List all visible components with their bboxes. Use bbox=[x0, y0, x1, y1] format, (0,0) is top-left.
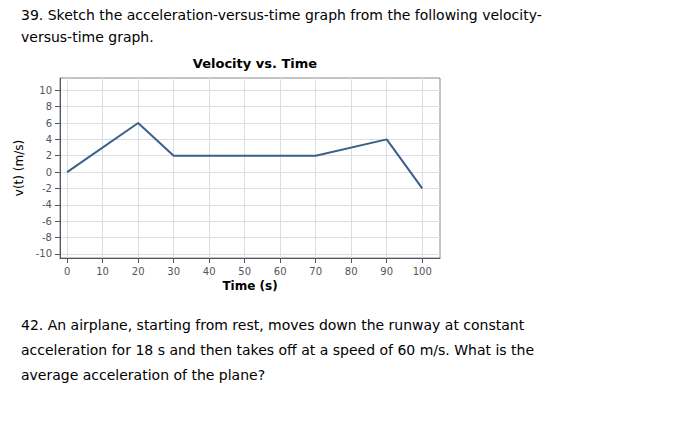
svg-text:100: 100 bbox=[413, 266, 432, 277]
svg-text:-6: -6 bbox=[42, 216, 52, 227]
svg-text:average acceleration of the pl: average acceleration of the plane? bbox=[21, 367, 265, 383]
svg-text:6: 6 bbox=[46, 118, 52, 129]
svg-text:80: 80 bbox=[345, 266, 358, 277]
svg-text:0: 0 bbox=[64, 266, 70, 277]
svg-text:4: 4 bbox=[46, 134, 52, 145]
svg-text:versus-time graph.: versus-time graph. bbox=[21, 29, 154, 45]
svg-text:40: 40 bbox=[203, 266, 216, 277]
svg-text:39. Sketch the acceleration-ve: 39. Sketch the acceleration-versus-time … bbox=[21, 7, 542, 23]
svg-text:50: 50 bbox=[238, 266, 251, 277]
svg-text:10: 10 bbox=[96, 266, 109, 277]
svg-text:-8: -8 bbox=[42, 232, 52, 243]
svg-text:Time (s): Time (s) bbox=[222, 279, 277, 293]
svg-text:10: 10 bbox=[39, 85, 52, 96]
svg-text:-10: -10 bbox=[36, 248, 52, 259]
svg-text:2: 2 bbox=[46, 150, 52, 161]
svg-text:42. An airplane, starting from: 42. An airplane, starting from rest, mov… bbox=[21, 317, 525, 333]
svg-text:90: 90 bbox=[380, 266, 393, 277]
svg-text:0: 0 bbox=[46, 167, 52, 178]
svg-text:acceleration for 18 s and then: acceleration for 18 s and then takes off… bbox=[21, 342, 534, 358]
svg-text:60: 60 bbox=[274, 266, 287, 277]
svg-text:70: 70 bbox=[309, 266, 322, 277]
svg-text:Velocity vs. Time: Velocity vs. Time bbox=[193, 56, 317, 71]
svg-text:-2: -2 bbox=[42, 183, 52, 194]
svg-text:30: 30 bbox=[167, 266, 180, 277]
svg-text:8: 8 bbox=[46, 101, 52, 112]
svg-text:v(t) (m/s): v(t) (m/s) bbox=[12, 140, 26, 196]
svg-text:20: 20 bbox=[132, 266, 145, 277]
svg-text:-4: -4 bbox=[42, 199, 52, 210]
